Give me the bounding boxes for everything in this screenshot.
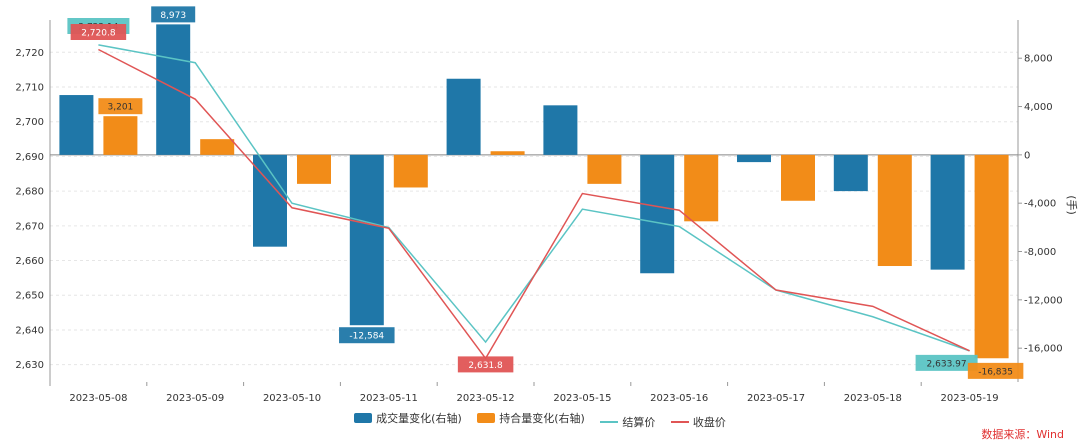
data-label-5: 2,631.8 [468, 361, 503, 371]
data-label-box-6 [915, 354, 978, 371]
bar-oi-5 [587, 154, 622, 184]
x-tick-label: 2023-05-08 [69, 393, 127, 404]
left-tick-label: 2,670 [15, 221, 44, 232]
left-tick-label: 2,710 [15, 83, 44, 94]
legend-label-settle: 结算价 [622, 416, 656, 429]
data-label-3: 8,973 [160, 11, 186, 21]
left-tick-label: 2,680 [15, 187, 44, 198]
bar-volume-5 [543, 105, 578, 155]
right-tick-label: -16,000 [1024, 344, 1063, 355]
data-label-4: -12,584 [349, 332, 384, 342]
right-tick-label: -12,000 [1024, 295, 1063, 306]
bar-volume-8 [833, 154, 868, 192]
left-tick-label: 2,630 [15, 360, 44, 371]
right-tick-label: 0 [1024, 150, 1030, 161]
legend-item-close[interactable]: 收盘价 [670, 414, 726, 430]
x-tick-label: 2023-05-18 [844, 393, 902, 404]
bar-volume-6 [640, 154, 675, 274]
bar-oi-3 [393, 154, 428, 188]
data-label-7: -16,835 [978, 367, 1013, 377]
x-tick-label: 2023-05-17 [747, 393, 805, 404]
left-tick-label: 2,720 [15, 48, 44, 59]
legend-swatch-settle [600, 421, 619, 423]
legend-label-volume: 成交量变化(右轴) [376, 412, 462, 425]
bar-volume-9 [930, 154, 965, 270]
legend-label-close: 收盘价 [692, 416, 726, 429]
legend-swatch-oi [477, 413, 496, 423]
x-tick-label: 2023-05-10 [263, 393, 321, 404]
bar-oi-6 [684, 154, 719, 222]
x-tick-label: 2023-05-16 [650, 393, 708, 404]
right-tick-label: 8,000 [1024, 54, 1053, 65]
bar-oi-1 [200, 139, 235, 155]
bar-oi-2 [297, 154, 331, 184]
right-tick-label: -4,000 [1024, 199, 1056, 210]
legend-item-settle[interactable]: 结算价 [600, 414, 655, 430]
x-tick-label: 2023-05-12 [457, 393, 515, 404]
legend-item-volume[interactable]: 成交量变化(右轴) [354, 410, 462, 426]
x-tick-label: 2023-05-15 [553, 393, 611, 404]
bar-oi-7 [781, 154, 815, 201]
line-settle [98, 44, 970, 352]
right-tick-label: 4,000 [1024, 102, 1053, 113]
bar-oi-0 [103, 116, 138, 155]
left-tick-label: 2,660 [15, 256, 44, 267]
x-tick-label: 2023-05-09 [166, 393, 224, 404]
right-axis-label: (手) [1065, 195, 1079, 215]
legend-label-oi: 持合量变化(右轴) [499, 412, 585, 425]
combo-chart: 2,630 2,640 2,650 2,660 2,670 2,680 2,690 2,700… [15, 6, 1079, 404]
x-tick-label: 2023-05-11 [360, 393, 418, 404]
legend-swatch-close [670, 421, 689, 423]
data-source: 数据来源：Wind [981, 428, 1064, 441]
bar-volume-0 [59, 95, 94, 155]
bar-oi-4 [490, 151, 525, 155]
bar-oi-8 [877, 154, 912, 267]
line-close [98, 48, 970, 360]
bar-oi-9 [974, 154, 1009, 359]
data-label-1: 2,720.8 [81, 29, 116, 39]
data-label-2: 3,201 [108, 103, 134, 113]
left-tick-label: 2,640 [15, 325, 44, 336]
left-tick-label: 2,650 [15, 291, 44, 302]
left-tick-label: 2,700 [15, 117, 44, 128]
left-tick-label: 2,690 [15, 152, 44, 163]
data-label-box-7 [967, 362, 1024, 379]
data-label-box-4 [339, 327, 395, 344]
x-tick-label: 2023-05-19 [941, 393, 999, 404]
data-label-box-1 [70, 24, 127, 40]
data-label-6: 2,633.97 [927, 359, 967, 369]
data-label-box-3 [151, 6, 196, 23]
chart-legend: 成交量变化(右轴) 持合量变化(右轴) 结算价 收盘价 [0, 410, 1080, 430]
right-tick-label: -8,000 [1024, 247, 1056, 258]
legend-item-oi[interactable]: 持合量变化(右轴) [477, 410, 585, 426]
data-label-box-5 [457, 356, 514, 373]
data-label-box-2 [98, 98, 143, 115]
bar-volume-4 [446, 78, 481, 155]
legend-swatch-volume [354, 413, 373, 423]
bar-volume-7 [737, 154, 771, 163]
bar-volume-1 [156, 24, 191, 155]
bar-volume-3 [349, 154, 384, 326]
